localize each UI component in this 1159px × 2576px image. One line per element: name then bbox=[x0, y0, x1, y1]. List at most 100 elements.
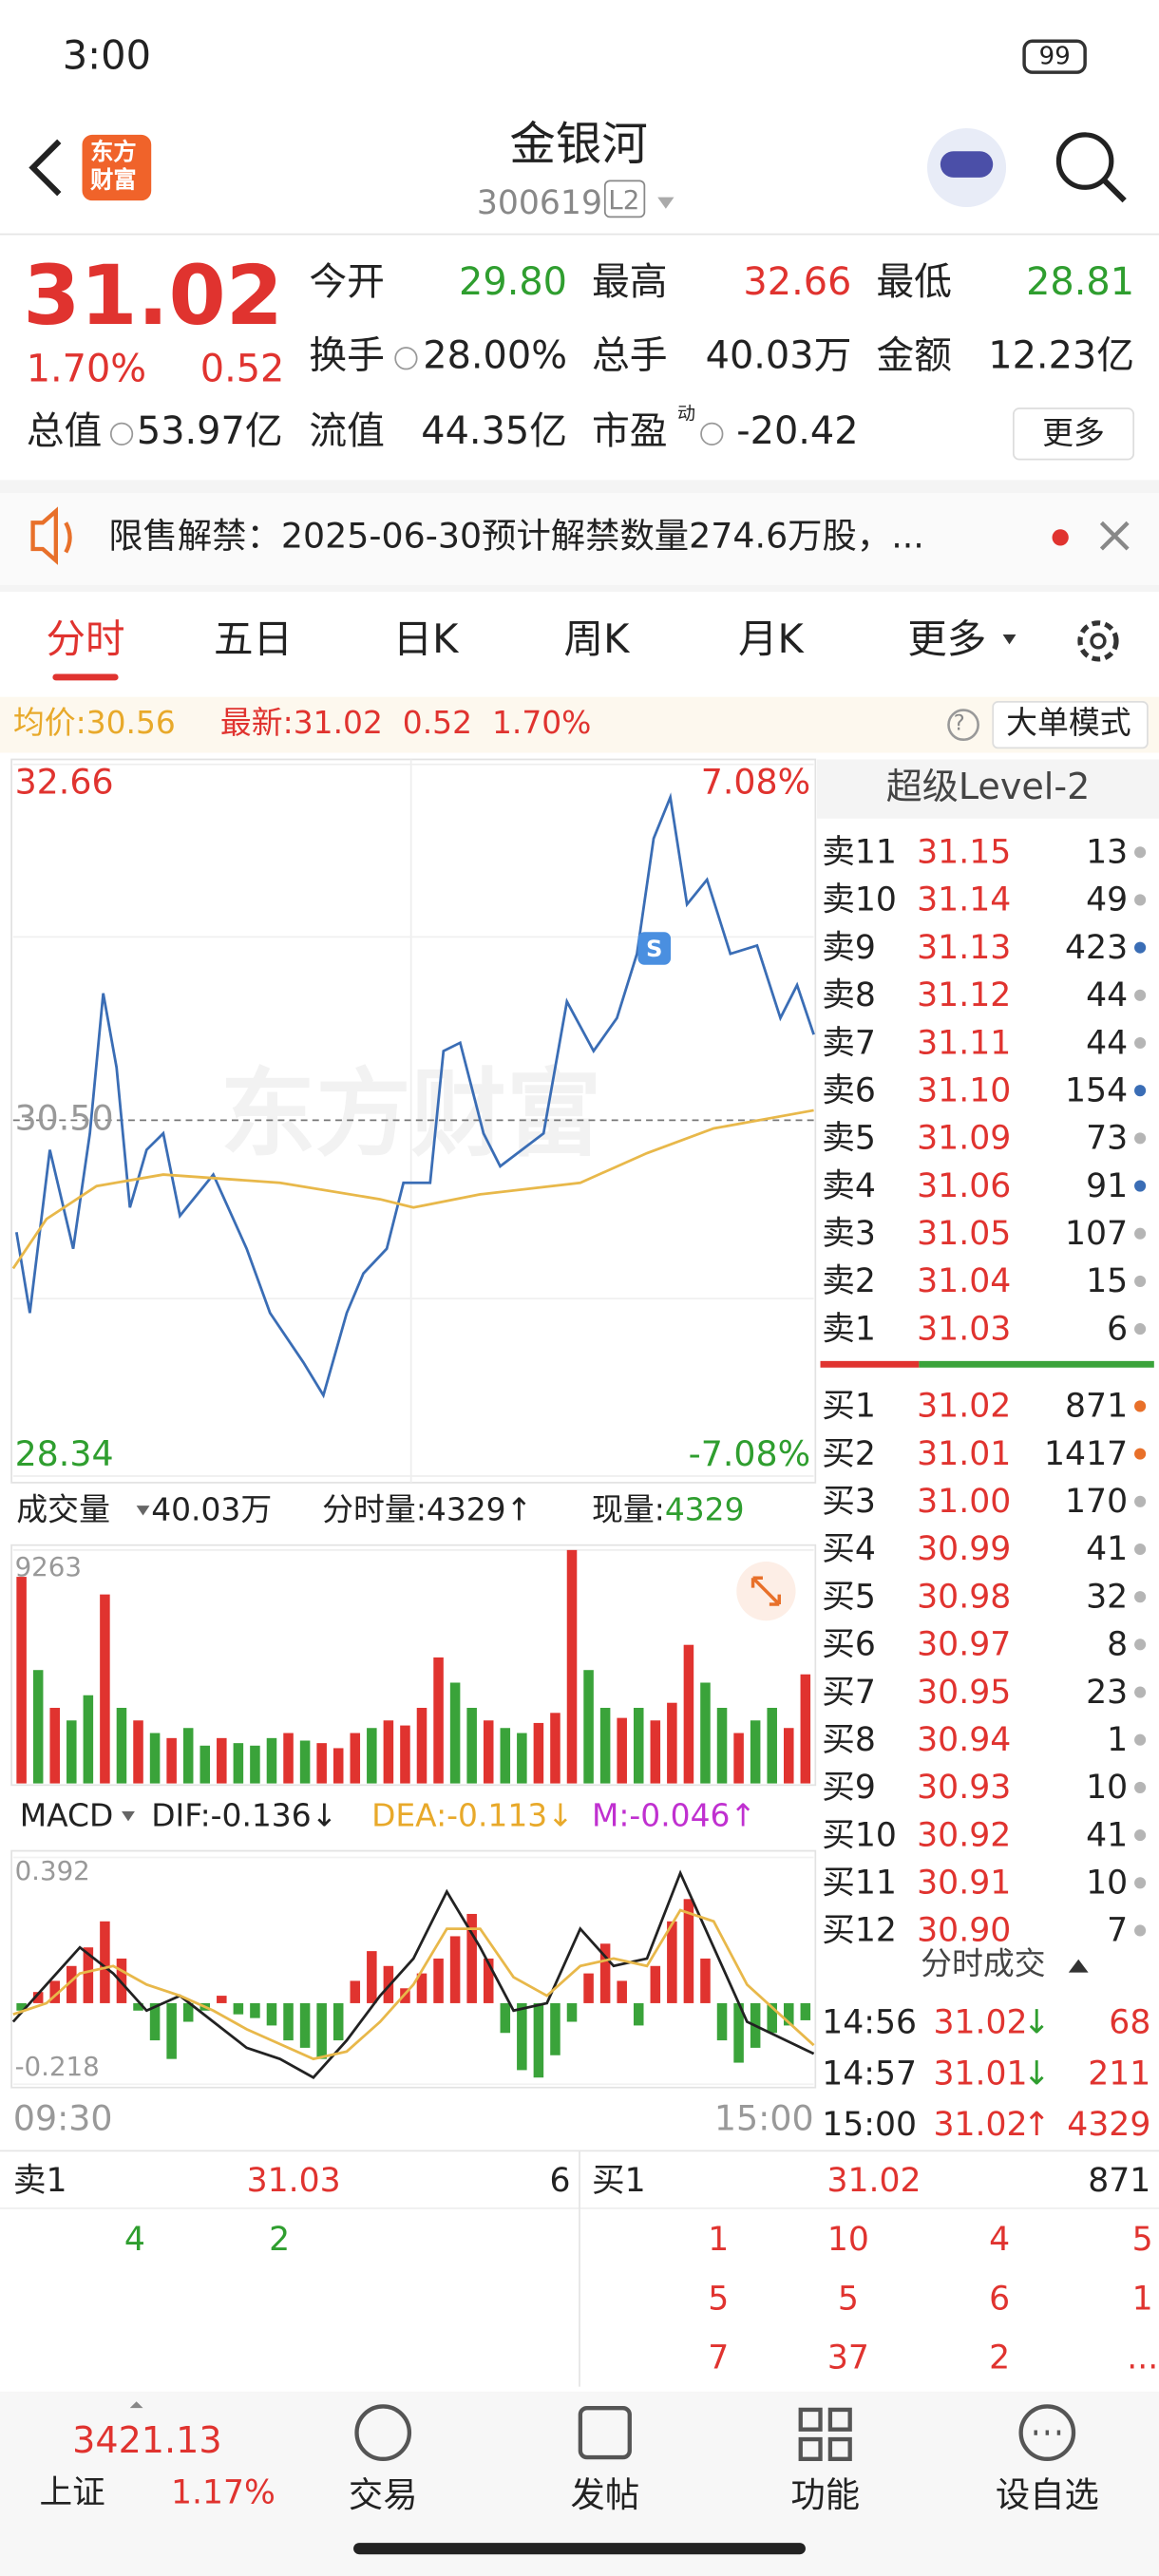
dot bbox=[1052, 529, 1069, 546]
tab[interactable]: 分时 bbox=[46, 616, 125, 663]
more-button[interactable]: 更多 bbox=[1012, 407, 1135, 461]
order-price: 30.91 bbox=[917, 1862, 1012, 1903]
field-label: 最高 bbox=[591, 261, 668, 305]
dropdown bbox=[122, 1811, 135, 1822]
line bbox=[11, 1869, 815, 2079]
order-dot bbox=[1134, 1275, 1147, 1287]
y2-tick-label: 7.08% bbox=[701, 761, 810, 802]
tab[interactable]: 月K bbox=[737, 616, 804, 663]
order-price: 31.13 bbox=[917, 927, 1012, 967]
order-price: 30.93 bbox=[917, 1767, 1012, 1807]
status-time: 3:00 bbox=[62, 32, 152, 80]
y-tick-label: 28.34 bbox=[15, 1433, 114, 1474]
macd-bar bbox=[350, 1980, 361, 2003]
help-icon[interactable] bbox=[947, 709, 979, 742]
volume-bar bbox=[750, 1720, 761, 1784]
order-name: 买7 bbox=[822, 1671, 876, 1712]
volume-bar bbox=[617, 1717, 627, 1784]
macd-bar bbox=[283, 2002, 294, 2041]
watermark: 东方财富 bbox=[220, 1059, 601, 1170]
book-cell: 5 bbox=[708, 2278, 730, 2319]
trade-price: 31.01 bbox=[933, 2053, 1028, 2093]
field-label: 今开 bbox=[309, 261, 385, 305]
macd-bar bbox=[332, 2002, 344, 2041]
order-price: 30.95 bbox=[917, 1671, 1012, 1712]
volume-bar bbox=[733, 1733, 744, 1784]
search-icon[interactable] bbox=[1055, 132, 1114, 190]
order-dot bbox=[1134, 894, 1147, 906]
order-dot bbox=[1134, 1924, 1147, 1937]
book-volume: 871 bbox=[1088, 2159, 1151, 2200]
macd-bar bbox=[49, 1980, 61, 2003]
order-volume: 6 bbox=[1107, 1308, 1129, 1349]
price: 31.02 bbox=[23, 248, 283, 344]
tab[interactable]: 周K bbox=[563, 616, 630, 663]
avatar-face bbox=[940, 151, 994, 178]
line bbox=[11, 1108, 814, 1270]
collapse[interactable] bbox=[1068, 1959, 1089, 1973]
badge-box bbox=[603, 180, 646, 218]
tab[interactable]: 五日 bbox=[213, 616, 294, 663]
mode-label[interactable]: 大单模式 bbox=[1006, 705, 1131, 742]
field-value: 12.23亿 bbox=[988, 335, 1135, 379]
volume-bar bbox=[233, 1743, 244, 1784]
trade-icon[interactable] bbox=[354, 2404, 412, 2461]
order-volume: 1 bbox=[1107, 1719, 1129, 1759]
order-price: 30.90 bbox=[917, 1909, 1012, 1950]
volume-title[interactable]: 成交量 bbox=[16, 1492, 110, 1529]
macd-bar bbox=[633, 2002, 644, 2026]
volume-bar bbox=[149, 1733, 161, 1784]
notice[interactable]: 限售解禁：2025-06-30预计解禁数量274.6万股，... bbox=[108, 516, 924, 556]
back-icon[interactable] bbox=[28, 139, 62, 197]
trade-volume: 211 bbox=[1088, 2053, 1151, 2093]
volume-bar bbox=[483, 1720, 494, 1784]
order-volume: 41 bbox=[1086, 1814, 1129, 1855]
order-name: 卖9 bbox=[822, 927, 876, 967]
order-name: 卖6 bbox=[822, 1070, 876, 1110]
tab[interactable]: 日K bbox=[392, 616, 459, 663]
order-price: 31.06 bbox=[917, 1165, 1012, 1205]
nav-item: 交易 bbox=[348, 2475, 418, 2515]
close-icon[interactable] bbox=[1099, 521, 1130, 551]
settings-icon[interactable] bbox=[1077, 620, 1119, 662]
index-name[interactable]: 上证 bbox=[39, 2472, 105, 2512]
y-tick-label: -0.218 bbox=[15, 2051, 100, 2082]
avg-label: 均价: bbox=[12, 705, 86, 742]
nav-item: 发帖 bbox=[570, 2475, 640, 2515]
field-value: 44.35亿 bbox=[421, 410, 568, 454]
order-dot bbox=[1134, 1877, 1147, 1889]
index-value[interactable]: 3421.13 bbox=[72, 2421, 222, 2463]
volume-bar bbox=[783, 1728, 794, 1784]
info-icon[interactable] bbox=[109, 422, 134, 445]
trades-title[interactable]: 分时成交 bbox=[921, 1945, 1046, 1982]
macd-bar bbox=[599, 1943, 611, 2003]
info-icon[interactable] bbox=[394, 347, 418, 370]
trade-price: 31.02 bbox=[933, 2104, 1028, 2144]
macd-frame bbox=[10, 1849, 817, 2089]
order-volume: 49 bbox=[1086, 879, 1129, 919]
watchlist-icon[interactable] bbox=[1018, 2404, 1076, 2461]
index-pct[interactable]: 1.17% bbox=[170, 2472, 276, 2512]
info-icon[interactable] bbox=[700, 422, 724, 445]
book-price: 31.02 bbox=[826, 2159, 922, 2200]
macd-title[interactable]: MACD bbox=[19, 1798, 114, 1835]
volume-bar bbox=[583, 1670, 594, 1784]
order-dot bbox=[1134, 1829, 1147, 1842]
volume-now-label: 现量: bbox=[591, 1492, 665, 1529]
volume-bar bbox=[100, 1594, 110, 1784]
macd-bar bbox=[449, 1936, 461, 2003]
book-cell: 7 bbox=[708, 2337, 730, 2377]
dropdown bbox=[657, 197, 674, 209]
volume-bar bbox=[217, 1737, 227, 1784]
volume-bar bbox=[16, 1577, 27, 1784]
function-icon[interactable] bbox=[798, 2407, 852, 2461]
field-value: -20.42 bbox=[736, 410, 859, 454]
tab[interactable]: 更多 bbox=[907, 616, 987, 663]
field-value: 53.97亿 bbox=[136, 410, 283, 454]
field-value: 28.81 bbox=[1026, 261, 1135, 305]
mode-button[interactable] bbox=[992, 701, 1149, 749]
macd-bar bbox=[650, 1965, 661, 2003]
macd-bar bbox=[100, 1921, 110, 2003]
post-icon[interactable] bbox=[578, 2406, 632, 2460]
